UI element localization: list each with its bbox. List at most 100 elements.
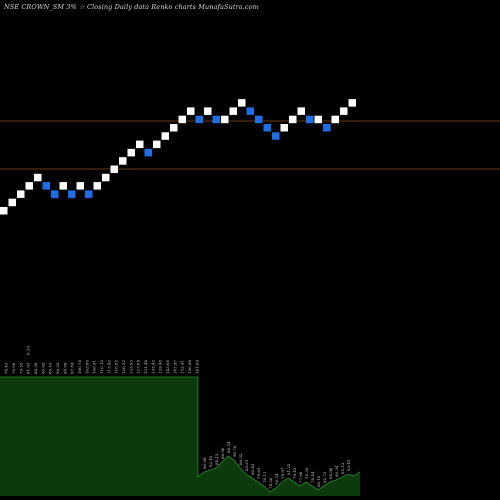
renko-brick-3 [25,182,33,190]
renko-brick-20 [170,124,178,132]
volume-label-6: 89.53 [48,362,53,374]
volume-tail-label-5: 90.76 [232,445,237,457]
renko-brick-21 [178,115,186,124]
renko-brick-5 [42,182,50,190]
volume-label-tall: 6.19 [26,346,31,355]
volume-label-17: 123.93 [128,360,133,374]
volume-tail-label-7: 83.61 [244,460,249,471]
volume-tail-label-2: 84.12 [214,453,219,465]
volume-tail-label-18: 78.44 [310,471,315,483]
renko-brick-18 [153,140,161,149]
renko-brick-28 [238,99,246,107]
volume-label-19: 131.48 [143,360,148,374]
volume-tail-label-10: 76.11 [262,472,267,483]
renko-brick-11 [93,182,101,190]
volume-tail-label-15: 79.45 [292,467,297,479]
volume-tail-label-1: 82.45 [208,455,213,467]
volume-label-0: 74.43 [4,362,9,374]
volume-tail-label-8: 80.43 [250,463,255,475]
volume-label-24: 152.41 [180,360,185,374]
volume-tail-label-9: 78.65 [256,467,261,479]
volume-label-4: 84.39 [33,362,38,374]
volume-tail-label-24: 83.45 [346,459,351,471]
volume-line [0,376,361,493]
volume-label-16: 120.32 [121,360,126,374]
volume-label-10: 100.78 [77,360,82,374]
volume-label-23: 147.97 [172,360,177,374]
volume-tail-label-11: 74.20 [268,477,273,489]
volume-tail-label-23: 85.12 [340,462,345,474]
renko-brick-29 [246,107,254,115]
renko-brick-7 [59,182,67,190]
renko-brick-30 [255,115,263,124]
volume-label-1: 76.66 [11,362,16,374]
renko-brick-0 [0,207,8,215]
volume-tail-label-20: 82.73 [322,471,327,483]
renko-brick-32 [272,132,280,140]
volume-tail-label-19: 80.10 [316,475,321,487]
volume-tail-label-17: 76.32 [304,467,309,479]
renko-brick-38 [323,124,331,132]
volume-tail-label-13: 78.97 [280,467,285,479]
volume-tail-label-14: 81.22 [286,463,291,475]
volume-tail-label-22: 86.34 [334,465,339,477]
renko-brick-12 [102,173,110,182]
volume-label-20: 135.42 [150,360,155,374]
renko-brick-15 [127,148,135,157]
renko-brick-13 [110,165,118,173]
volume-label-18: 127.65 [136,360,141,374]
renko-brick-25 [212,115,220,124]
volume-label-21: 139.48 [158,360,163,374]
renko-brick-19 [161,132,169,140]
renko-brick-22 [187,107,195,115]
volume-label-8: 94.99 [62,362,67,374]
volume-area [0,377,360,496]
volume-label-26: 161.69 [194,360,199,374]
volume-label-2: 79.55 [18,362,23,374]
renko-brick-14 [119,157,127,165]
volume-tail-label-0: 80.98 [202,457,207,469]
volume-tail-label-3: 86.90 [220,447,225,459]
volume-label-25: 156.98 [187,360,192,374]
renko-brick-6 [51,190,59,198]
renko-brick-39 [331,115,339,124]
volume-label-15: 116.82 [114,360,119,374]
renko-brick-10 [85,190,93,198]
volume-label-7: 92.22 [55,362,60,374]
volume-tail-label-4: 88.54 [226,441,231,453]
renko-brick-1 [8,198,16,207]
volume-tail-label-21: 84.96 [328,467,333,479]
volume-tail-label-6: 86.32 [238,453,243,465]
volume-label-14: 113.42 [106,360,111,374]
volume-tail-label-16: 77.86 [298,471,303,483]
volume-label-5: 86.92 [40,362,45,374]
volume-label-22: 143.66 [165,360,170,374]
renko-brick-9 [76,182,84,190]
renko-brick-26 [221,115,229,124]
renko-brick-37 [314,115,322,124]
volume-tail-label-12: 76.54 [274,473,279,485]
volume-label-13: 110.12 [99,360,104,374]
renko-brick-17 [144,148,152,157]
renko-brick-27 [229,107,237,115]
renko-brick-2 [17,190,25,198]
renko-brick-8 [68,190,76,198]
renko-brick-35 [297,107,305,115]
volume-label-11: 103.80 [84,360,89,374]
volume-label-3: 81.93 [26,362,31,374]
renko-brick-31 [263,124,271,132]
volume-label-12: 106.91 [92,360,97,374]
renko-brick-36 [306,115,314,124]
renko-brick-33 [280,124,288,132]
renko-brick-4 [34,173,42,182]
volume-label-9: 97.84 [70,362,75,374]
renko-brick-24 [204,107,212,115]
renko-brick-34 [289,115,297,124]
renko-brick-23 [195,115,203,124]
chart-title: NSE CROWN_SM 3% ☆ Closing Daily data Ren… [4,3,259,11]
renko-brick-16 [136,140,144,149]
renko-brick-41 [348,99,356,107]
renko-brick-40 [340,107,348,115]
